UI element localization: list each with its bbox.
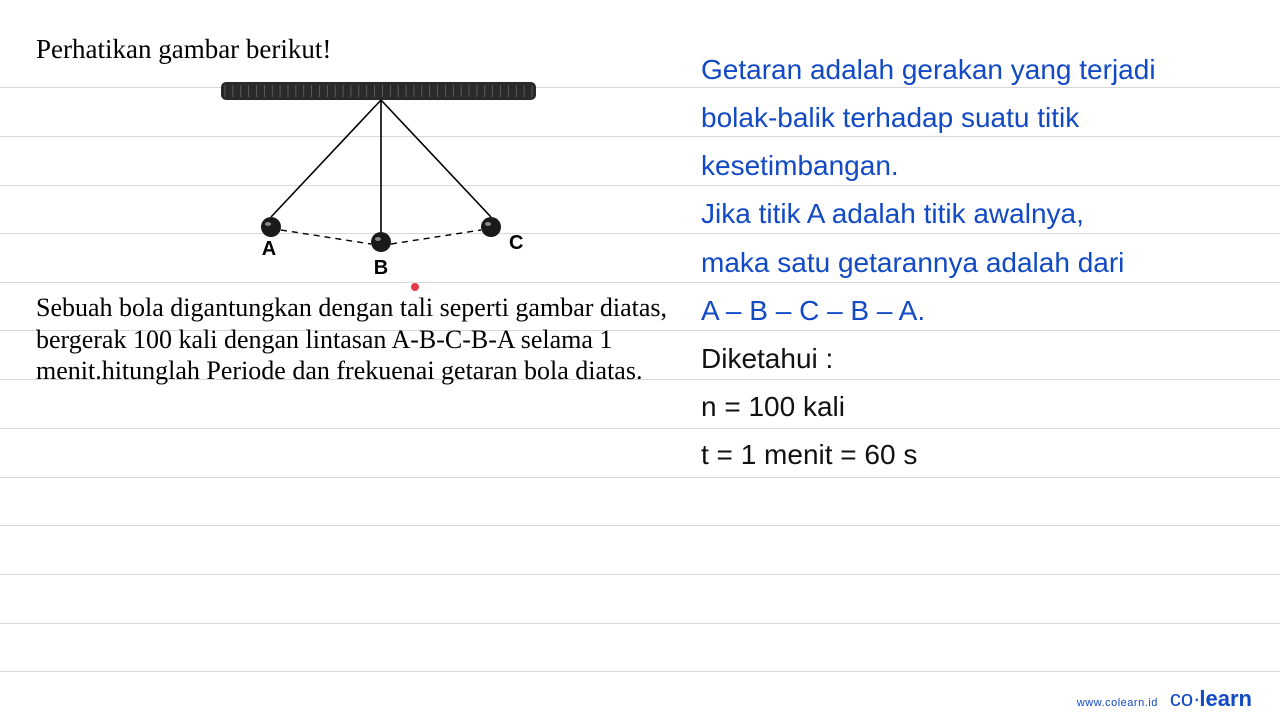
explanation-line: bolak-balik terhadap suatu titik	[701, 94, 1252, 142]
left-column: Perhatikan gambar berikut! A B C Sebuah bo…	[36, 34, 681, 479]
explanation-column: Getaran adalah gerakan yang terjadibolak…	[681, 34, 1252, 479]
instruction-text: Perhatikan gambar berikut!	[36, 34, 681, 65]
question-text: Sebuah bola digantungkan dengan tali sep…	[36, 292, 681, 387]
explanation-line: n = 100 kali	[701, 383, 1252, 431]
explanation-line: Jika titik A adalah titik awalnya,	[701, 190, 1252, 238]
footer-logo: co·learn	[1170, 686, 1252, 712]
explanation-line: maka satu getarannya adalah dari	[701, 239, 1252, 287]
explanation-line: Diketahui :	[701, 335, 1252, 383]
footer: www.colearn.id co·learn	[1077, 686, 1252, 712]
footer-url: www.colearn.id	[1077, 697, 1158, 709]
logo-learn: learn	[1199, 686, 1252, 711]
pendulum-diagram: A B C	[156, 77, 636, 277]
explanation-line: t = 1 menit = 60 s	[701, 431, 1252, 479]
svg-text:B: B	[374, 257, 388, 277]
content-area: Perhatikan gambar berikut! A B C Sebuah bo…	[0, 0, 1280, 479]
explanation-line: Getaran adalah gerakan yang terjadi	[701, 46, 1252, 94]
explanation-line: A – B – C – B – A.	[701, 287, 1252, 335]
svg-text:C: C	[509, 232, 523, 254]
explanation-line: kesetimbangan.	[701, 142, 1252, 190]
logo-co: co	[1170, 686, 1193, 711]
svg-text:A: A	[262, 238, 276, 260]
